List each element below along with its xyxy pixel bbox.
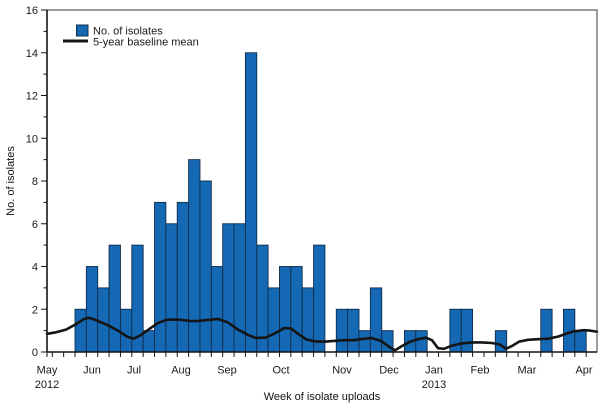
isolates-bar-week-6 bbox=[142, 330, 155, 353]
isolates-bar-week-23 bbox=[335, 308, 349, 353]
legend-label-baseline-mean: 5-year baseline mean bbox=[93, 37, 199, 49]
y-tick-label-8: 8 bbox=[32, 176, 38, 188]
isolates-bar-week-30 bbox=[415, 330, 428, 353]
isolates-bar-week-8 bbox=[165, 223, 178, 353]
isolates-bar-week-17 bbox=[267, 287, 280, 353]
axes-layer bbox=[41, 9, 598, 357]
isolates-bar-week-2 bbox=[97, 287, 110, 353]
y-tick-label-4: 4 bbox=[32, 262, 38, 274]
isolates-bar-week-7 bbox=[154, 201, 167, 353]
baseline-mean-line bbox=[45, 316, 599, 352]
isolates-bar-week-0 bbox=[74, 308, 87, 353]
month-label-sep: Sep bbox=[217, 365, 237, 377]
legend-swatch-isolates bbox=[76, 24, 89, 37]
isolates-bar-week-4 bbox=[119, 308, 133, 353]
bars-layer bbox=[74, 52, 587, 353]
y-tick-label-0: 0 bbox=[32, 347, 38, 359]
y-tick-label-6: 6 bbox=[32, 219, 38, 231]
isolates-bar-week-44 bbox=[574, 330, 587, 353]
month-label-oct: Oct bbox=[272, 365, 289, 377]
year-label-2012: 2012 bbox=[35, 379, 59, 391]
isolates-bar-week-25 bbox=[358, 330, 371, 353]
year-label-2013: 2013 bbox=[422, 379, 446, 391]
x-axis-title: Week of isolate uploads bbox=[264, 391, 381, 403]
month-label-apr: Apr bbox=[575, 365, 592, 377]
tick-label-layer: 0 2 4 6 8 10 12 14 16 May 2012 Jun Jul Aug Sep Oct Nov De… bbox=[26, 5, 593, 391]
month-label-nov: Nov bbox=[332, 365, 352, 377]
isolates-bar-week-34 bbox=[460, 308, 474, 353]
y-tick-label-2: 2 bbox=[32, 304, 38, 316]
isolates-bar-week-15 bbox=[244, 52, 258, 353]
isolates-bar-week-18 bbox=[279, 266, 292, 353]
y-tick-label-14: 14 bbox=[26, 48, 38, 60]
month-label-jun: Jun bbox=[83, 365, 101, 377]
month-label-jan: Jan bbox=[425, 365, 443, 377]
isolates-bar-week-20 bbox=[301, 287, 315, 353]
isolates-bar-week-12 bbox=[210, 266, 224, 353]
isolates-bar-week-26 bbox=[369, 287, 383, 353]
legend-label-isolates: No. of isolates bbox=[93, 26, 163, 38]
isolates-bar-week-9 bbox=[176, 201, 190, 353]
isolates-bar-week-24 bbox=[347, 308, 360, 353]
y-tick-label-16: 16 bbox=[26, 5, 38, 17]
month-label-may: May bbox=[37, 365, 58, 377]
month-label-dec: Dec bbox=[379, 365, 399, 377]
isolates-bar-week-21 bbox=[313, 244, 326, 353]
legend: No. of isolates 5-year baseline mean bbox=[63, 24, 199, 49]
isolates-bar-week-19 bbox=[290, 266, 303, 353]
month-label-jul: Jul bbox=[127, 365, 141, 377]
month-label-mar: Mar bbox=[518, 365, 537, 377]
month-label-aug: Aug bbox=[171, 365, 191, 377]
y-tick-label-10: 10 bbox=[26, 133, 38, 145]
isolates-bar-week-10 bbox=[188, 159, 201, 353]
y-tick-label-12: 12 bbox=[26, 91, 38, 103]
baseline-mean-line-layer bbox=[45, 316, 599, 352]
isolates-bar-week-1 bbox=[85, 266, 99, 353]
isolates-bar-week-11 bbox=[199, 180, 212, 353]
month-label-feb: Feb bbox=[471, 365, 490, 377]
isolates-bar-week-3 bbox=[108, 244, 121, 353]
isolates-bar-week-13 bbox=[222, 223, 235, 353]
isolates-bar-week-41 bbox=[540, 308, 553, 353]
y-axis-title: No. of isolates bbox=[5, 146, 17, 216]
